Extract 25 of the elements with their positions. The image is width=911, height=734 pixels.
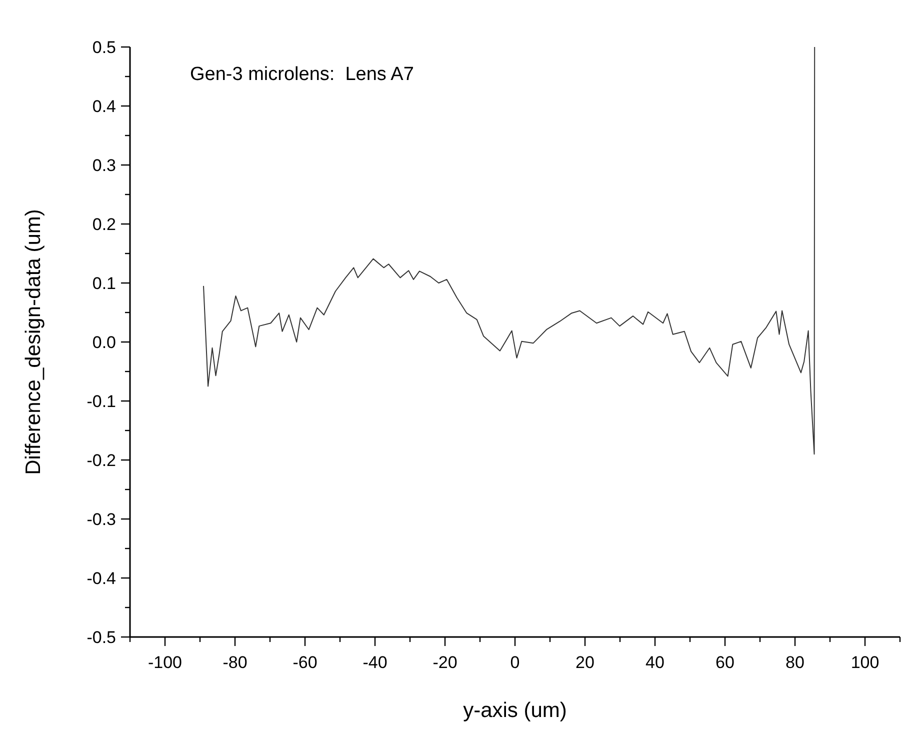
y-tick-label: 0.5	[92, 38, 116, 57]
y-tick-label: 0.3	[92, 156, 116, 175]
x-tick-label: 100	[850, 653, 880, 672]
y-tick-label: 0.1	[92, 274, 116, 293]
y-tick-label: 0.0	[92, 332, 116, 352]
x-tick-label: -20	[432, 653, 458, 672]
y-tick-label: -0.3	[86, 510, 116, 529]
x-tick-label: -80	[222, 653, 248, 672]
y-tick-label: -0.5	[86, 628, 116, 647]
x-tick-label: 40	[646, 653, 664, 672]
x-tick-label: -40	[362, 653, 388, 672]
y-tick-label: 0.4	[92, 96, 116, 116]
y-axis-title: Difference_design-data (um)	[22, 209, 45, 475]
y-tick-label: -0.4	[86, 568, 116, 588]
x-tick-label: 60	[716, 653, 734, 672]
annotation: Gen-3 microlens: Lens A7	[190, 64, 414, 85]
x-tick-label: -60	[292, 653, 318, 672]
y-tick-label: -0.1	[86, 392, 116, 411]
x-tick-label: 80	[786, 653, 804, 672]
x-axis-title: y-axis (um)	[463, 699, 567, 722]
x-tick-label: 0	[510, 653, 520, 672]
y-tick-label: 0.2	[92, 214, 116, 234]
x-tick-label: 20	[576, 653, 594, 672]
x-tick-label: -100	[148, 653, 182, 672]
y-tick-label: -0.2	[86, 450, 116, 470]
